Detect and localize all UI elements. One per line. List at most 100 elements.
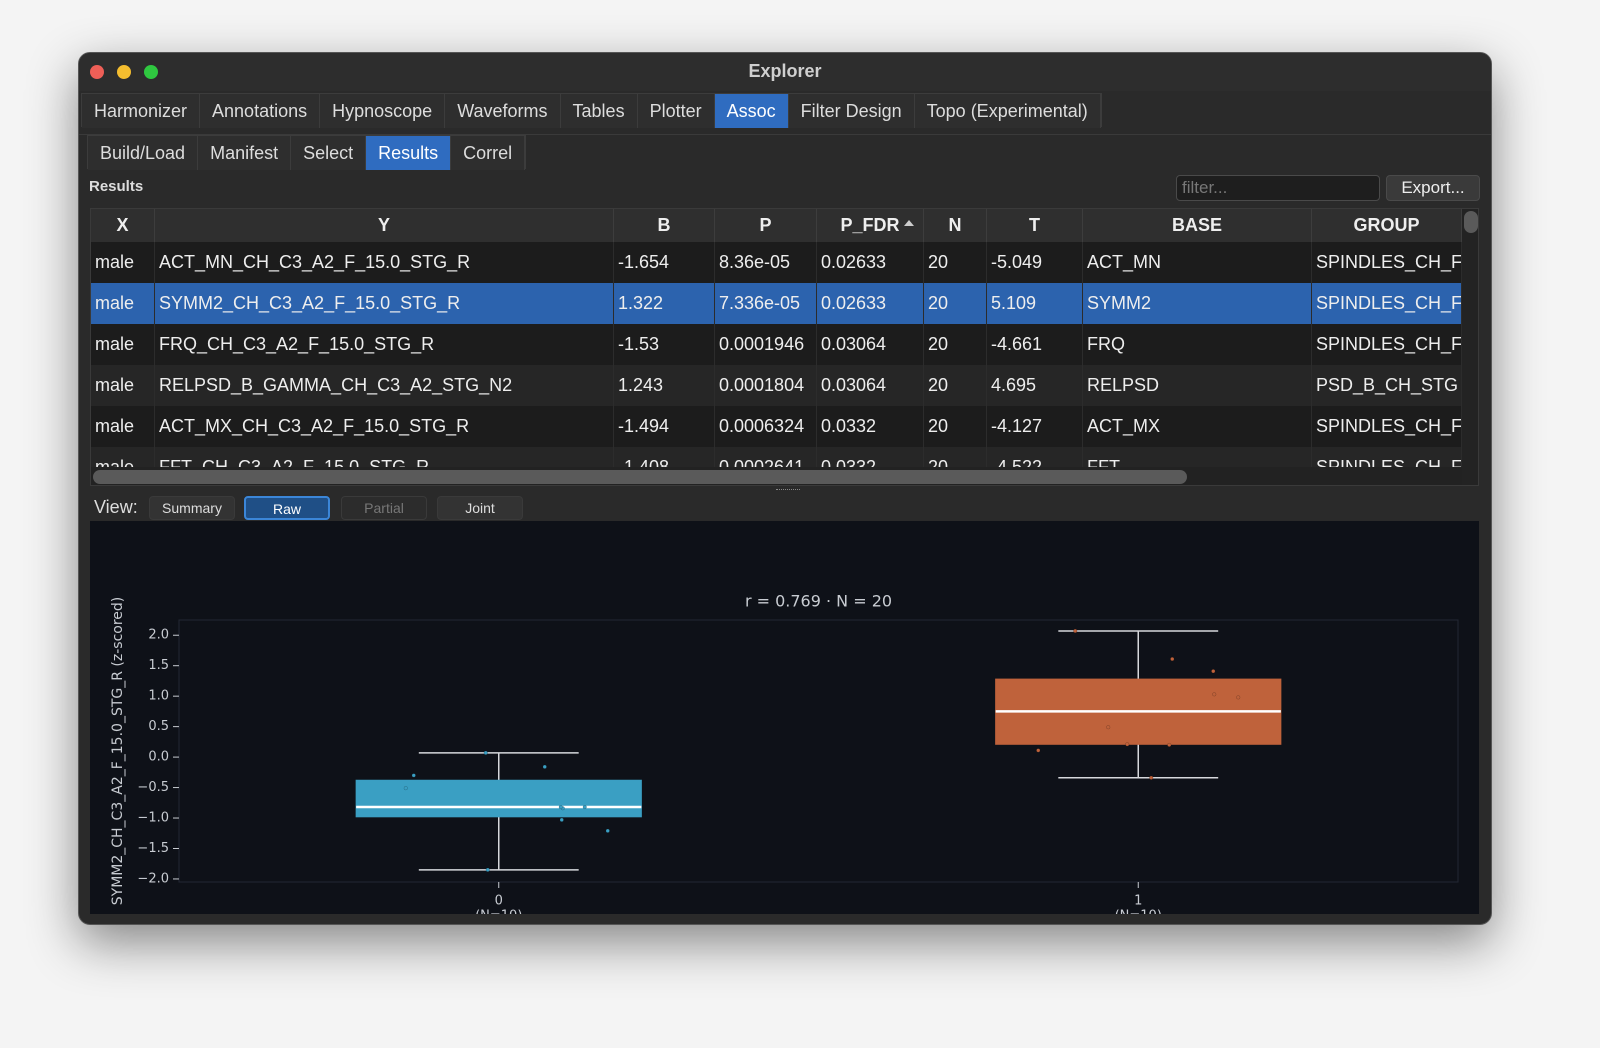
- table-row[interactable]: male ACT_MN_CH_C3_A2_F_15.0_STG_R -1.654 8.…: [91, 242, 1462, 283]
- subtab[interactable]: Manifest: [198, 136, 292, 170]
- chart: r = 0.769 · N = 20 SYMM2_CH_C3_A2_F_15.0_…: [90, 521, 1479, 914]
- view-button[interactable]: Summary: [149, 496, 235, 520]
- data-point: [1236, 695, 1241, 700]
- data-point: [605, 828, 610, 833]
- table-header: X Y B P P_FDR N T BASE GROUP: [91, 209, 1462, 243]
- table-cell: ACT_MN: [1083, 242, 1312, 283]
- y-tick-label: 0.5: [148, 719, 169, 734]
- table-cell: -5.049: [987, 242, 1083, 283]
- y-axis-label: SYMM2_CH_C3_A2_F_15.0_STG_R (z-scored): [110, 597, 126, 906]
- table-cell: -1.494: [614, 406, 715, 447]
- table-cell: male: [91, 324, 155, 365]
- tab[interactable]: Assoc: [714, 94, 789, 128]
- column-header[interactable]: X: [91, 209, 155, 242]
- table-cell: 0.02633: [817, 242, 924, 283]
- data-point: [1149, 775, 1154, 780]
- data-point: [1212, 692, 1217, 697]
- data-point: [542, 764, 547, 769]
- data-point: [558, 805, 563, 810]
- table-cell: SPINDLES_CH_F_: [1312, 242, 1462, 283]
- x-tick-note: (N=10): [1115, 909, 1162, 915]
- table-cell: RELPSD_B_GAMMA_CH_C3_A2_STG_N2: [155, 365, 614, 406]
- view-bar: View: Summary Raw Partial Joint: [89, 496, 689, 522]
- data-point: [403, 786, 408, 791]
- table-cell: 0.0332: [817, 406, 924, 447]
- tab[interactable]: Waveforms: [445, 94, 561, 128]
- column-header[interactable]: P: [715, 209, 817, 242]
- tab[interactable]: Hypnoscope: [320, 94, 446, 128]
- view-button[interactable]: Raw: [244, 496, 330, 520]
- table-cell: 7.336e-05: [715, 283, 817, 324]
- zoom-button[interactable]: [144, 65, 158, 79]
- column-header[interactable]: N: [924, 209, 987, 242]
- view-label: View:: [94, 497, 138, 517]
- table-cell: 20: [924, 242, 987, 283]
- table-cell: 20: [924, 406, 987, 447]
- table-cell: -1.654: [614, 242, 715, 283]
- data-point: [1106, 725, 1111, 730]
- box: [355, 779, 642, 818]
- table-row[interactable]: male RELPSD_B_GAMMA_CH_C3_A2_STG_N2 1.243 0…: [91, 365, 1462, 406]
- horizontal-scroll-thumb[interactable]: [93, 470, 1187, 484]
- column-header[interactable]: B: [614, 209, 715, 242]
- y-tick-label: 0.0: [148, 750, 169, 765]
- data-point: [1125, 742, 1130, 747]
- y-tick-label: 2.0: [148, 628, 169, 643]
- table-cell: SPINDLES_CH_F_: [1312, 283, 1462, 324]
- y-tick-label: −1.0: [137, 811, 169, 826]
- chart-title: r = 0.769 · N = 20: [745, 592, 892, 611]
- subtab[interactable]: Correl: [451, 136, 526, 170]
- table-cell: FRQ_CH_C3_A2_F_15.0_STG_R: [155, 324, 614, 365]
- view-button[interactable]: Joint: [437, 496, 523, 520]
- window: Explorer Harmonizer Annotations Hypnoscope…: [78, 52, 1492, 925]
- table-cell: SYMM2: [1083, 283, 1312, 324]
- table-cell: 20: [924, 283, 987, 324]
- data-point: [411, 773, 416, 778]
- data-point: [1167, 742, 1172, 747]
- x-tick-label: 1: [1134, 894, 1142, 909]
- table-cell: SPINDLES_CH_F_: [1312, 406, 1462, 447]
- table-cell: RELPSD: [1083, 365, 1312, 406]
- tab[interactable]: Harmonizer: [82, 94, 201, 128]
- table-row[interactable]: male SYMM2_CH_C3_A2_F_15.0_STG_R 1.322 7.33…: [91, 283, 1462, 324]
- subtab[interactable]: Select: [291, 136, 367, 170]
- column-header[interactable]: BASE: [1083, 209, 1312, 242]
- column-header[interactable]: T: [987, 209, 1083, 242]
- table-cell: male: [91, 242, 155, 283]
- data-point: [485, 867, 490, 872]
- subtab[interactable]: Build/Load: [88, 136, 199, 170]
- tab[interactable]: Topo (Experimental): [914, 94, 1101, 128]
- data-point: [1170, 656, 1175, 662]
- plot-frame: [178, 619, 1459, 883]
- data-point: [559, 817, 564, 822]
- table-cell: 20: [924, 365, 987, 406]
- table-cell: male: [91, 365, 155, 406]
- filter-input[interactable]: filter...: [1176, 175, 1380, 201]
- table-row[interactable]: male ACT_MX_CH_C3_A2_F_15.0_STG_R -1.494 0.…: [91, 406, 1462, 447]
- table-row[interactable]: male FRQ_CH_C3_A2_F_15.0_STG_R -1.53 0.0001…: [91, 324, 1462, 365]
- subtab-bar: Build/Load Manifest Select Results Correl: [87, 135, 527, 170]
- subtab[interactable]: Results: [366, 136, 452, 170]
- tab[interactable]: Tables: [560, 94, 638, 128]
- table-cell: 20: [924, 324, 987, 365]
- table-cell: 1.243: [614, 365, 715, 406]
- column-header[interactable]: Y: [155, 209, 614, 242]
- tab[interactable]: Plotter: [637, 94, 715, 128]
- column-header[interactable]: GROUP: [1312, 209, 1462, 242]
- y-tick-label: 1.5: [148, 658, 169, 673]
- export-button[interactable]: Export...: [1386, 175, 1480, 201]
- splitter-handle[interactable]: [776, 489, 800, 491]
- tab[interactable]: Annotations: [200, 94, 321, 128]
- table-cell: -4.661: [987, 324, 1083, 365]
- table-cell: 0.03064: [817, 365, 924, 406]
- y-tick-label: 1.0: [148, 689, 169, 704]
- column-header[interactable]: P_FDR: [817, 209, 924, 242]
- y-tick-label: −0.5: [137, 780, 169, 795]
- vertical-scroll-thumb[interactable]: [1464, 211, 1478, 233]
- close-button[interactable]: [90, 65, 104, 79]
- table-cell: -1.53: [614, 324, 715, 365]
- table-cell: male: [91, 283, 155, 324]
- minimize-button[interactable]: [117, 65, 131, 79]
- tab[interactable]: Filter Design: [788, 94, 915, 128]
- table-cell: male: [91, 406, 155, 447]
